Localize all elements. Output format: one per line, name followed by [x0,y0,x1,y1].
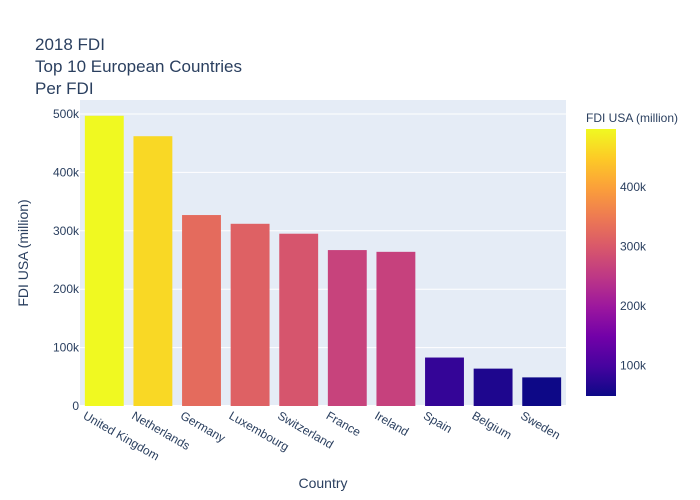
x-tick-label: Spain [421,408,455,435]
x-tick-label: Sweden [518,408,563,442]
bar-ireland [376,251,416,406]
bar-france [327,250,367,406]
bar-luxembourg [230,223,270,406]
x-axis-title: Country [298,475,347,491]
chart-title-line-3: Per FDI [35,79,94,98]
y-tick-label: 100k [53,341,80,355]
y-tick-label: 200k [53,282,80,296]
x-tick-label: Belgium [470,408,515,442]
bar-united-kingdom [84,115,124,406]
colorbar-tick-label: 200k [620,299,647,313]
bar-belgium [473,368,513,406]
colorbar [586,129,616,396]
bars [84,115,562,406]
y-tick-label: 400k [53,165,80,179]
bar-germany [182,215,221,406]
x-tick-label: Ireland [372,408,411,438]
colorbar-tick-label: 400k [620,180,647,194]
colorbar-tick-label: 100k [620,359,647,373]
colorbar-title: FDI USA (million) [586,111,678,125]
y-tick-label: 500k [53,107,80,121]
bar-netherlands [133,136,173,406]
colorbar-tick-label: 300k [620,239,647,253]
chart-title-line-2: Top 10 European Countries [35,57,242,76]
chart-title-line-1: 2018 FDI [35,35,105,54]
bar-spain [425,357,464,406]
y-axis-title: FDI USA (million) [15,199,31,306]
y-axis-ticks: 0 100k 200k 300k 400k 500k [53,107,80,413]
y-tick-label: 300k [53,224,80,238]
y-tick-label: 0 [72,399,79,413]
x-axis-ticks: United KingdomNetherlandsGermanyLuxembou… [81,408,563,463]
bar-sweden [522,377,562,406]
bar-switzerland [279,233,319,406]
colorbar-ticks: 100k 200k 300k 400k [620,180,647,373]
